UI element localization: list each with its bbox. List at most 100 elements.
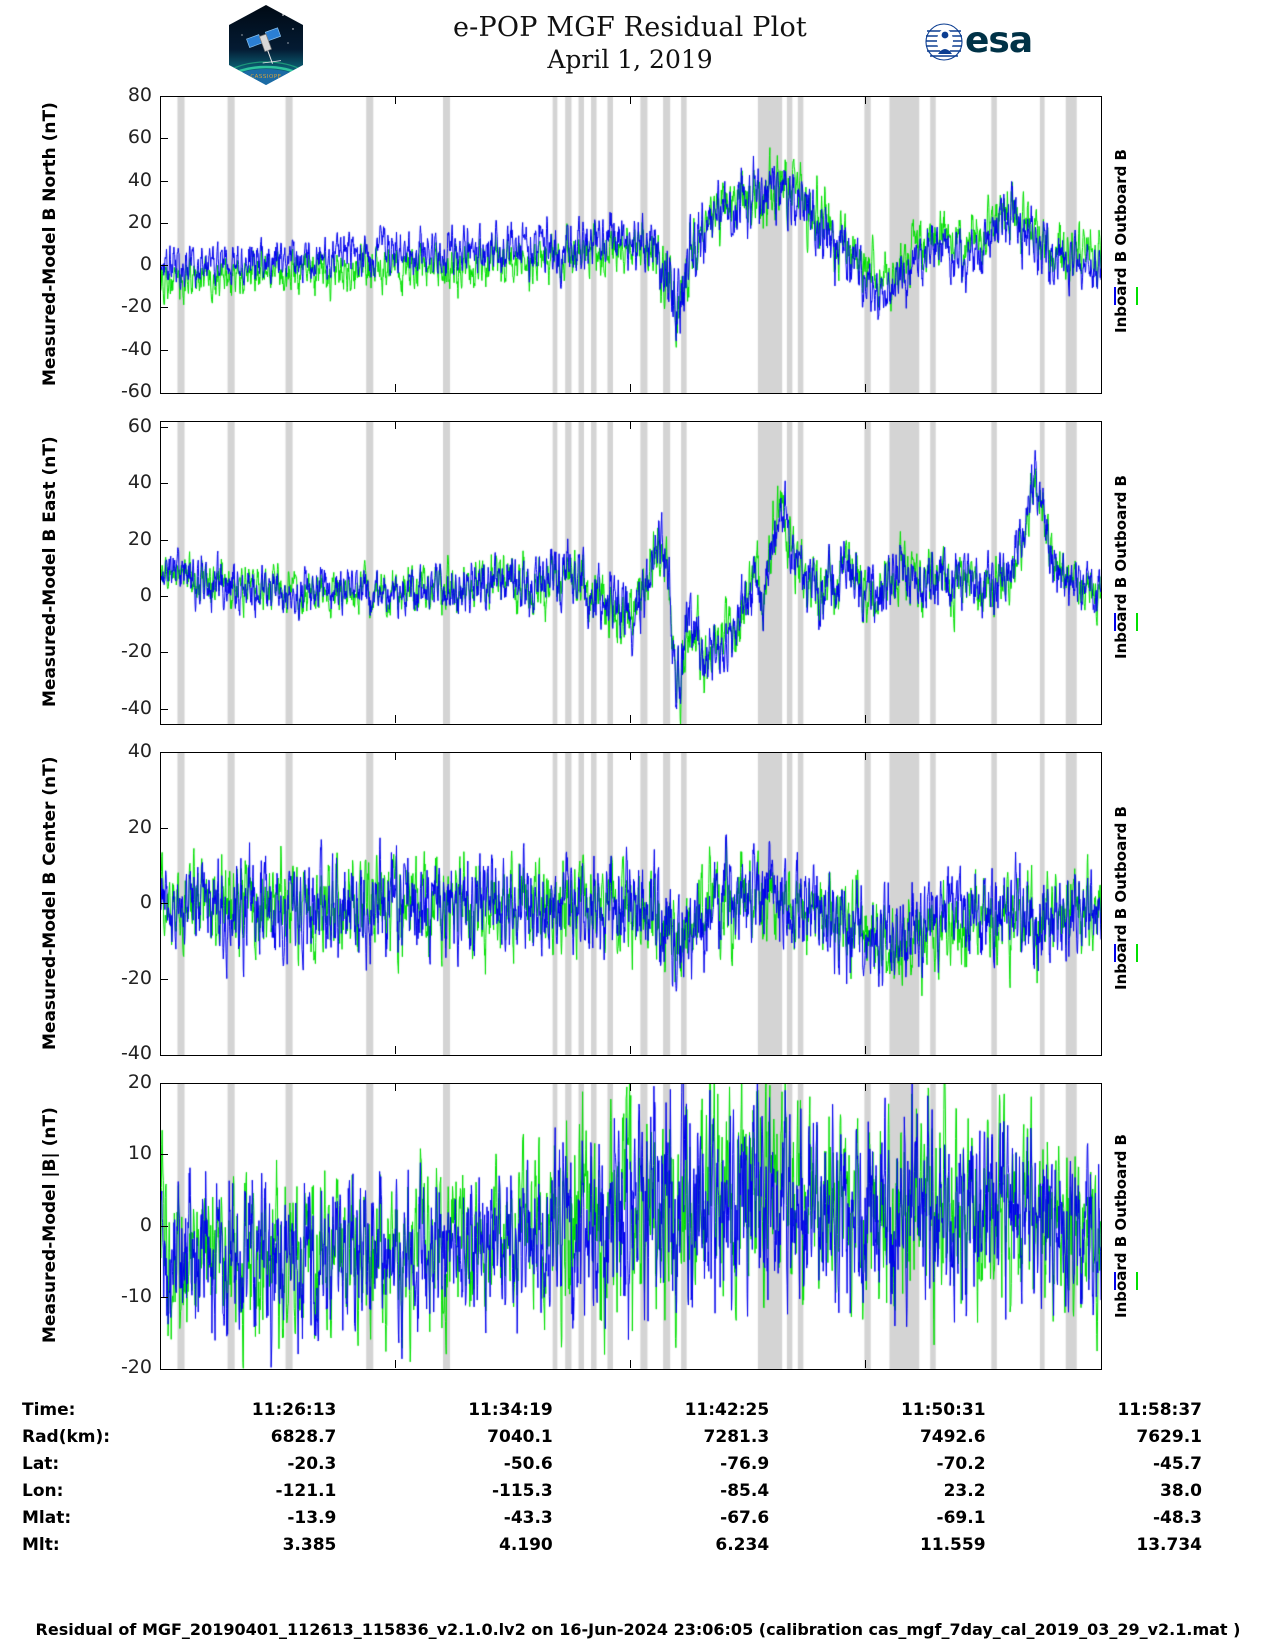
x-tick-mark	[630, 384, 631, 392]
page-header: CASSIOPE e-POP MGF Residual Plot April 1…	[0, 0, 1275, 92]
x-tick-mark-top	[395, 96, 396, 104]
y-tick-label: 0	[139, 253, 152, 276]
y-tick-mark	[160, 903, 168, 904]
x-tick-mark	[395, 1360, 396, 1368]
x-tick-mark	[630, 1046, 631, 1054]
row-label: Time:	[22, 1399, 76, 1420]
y-tick-label: -40	[120, 696, 152, 719]
y-tick-label: 20	[127, 210, 152, 233]
y-axis-label-line1: Measured-Model	[40, 884, 60, 1050]
x-tick-mark	[395, 384, 396, 392]
y-tick-label: 20	[127, 1071, 152, 1093]
table-cell: 13.734	[1136, 1534, 1202, 1555]
x-tick-mark-top	[865, 752, 866, 760]
y-tick-mark	[160, 979, 168, 980]
legend-b-magnitude: Inboard B Outboard B	[1112, 1134, 1130, 1318]
y-axis-label-line2: B North (nT)	[40, 102, 60, 221]
title-subtitle-text: April 1, 2019	[547, 45, 713, 74]
table-row: Lat: -20.3 -50.6 -76.9 -70.2 -45.7	[22, 1450, 1202, 1477]
y-tick-label: 80	[127, 84, 152, 106]
table-cell: -70.2	[936, 1453, 986, 1474]
table-cell: -121.1	[275, 1480, 337, 1501]
panel-b-magnitude: Measured-Model |B| (nT) 20 10 0 -10 -20 Inboar…	[0, 1071, 1275, 1378]
y-axis-label-b-east: Measured-Model B East (nT)	[40, 421, 60, 723]
legend-label-outboard: Outboard B	[1112, 1134, 1130, 1231]
table-cell: -45.7	[1153, 1453, 1202, 1474]
y-tick-mark	[160, 138, 168, 139]
y-axis-label-line1: Measured-Model	[40, 220, 60, 386]
esa-wordmark-text: esa	[965, 20, 1033, 61]
table-cell: 3.385	[282, 1534, 337, 1555]
x-tick-mark	[865, 715, 866, 723]
y-tick-label: -40	[120, 337, 152, 360]
x-tick-mark	[395, 1046, 396, 1054]
y-tick-mark	[160, 427, 168, 428]
y-tick-mark	[160, 265, 168, 266]
x-tick-mark-top	[865, 96, 866, 104]
y-tick-mark	[160, 596, 168, 597]
table-cell: -50.6	[503, 1453, 553, 1474]
table-cell: 23.2	[943, 1480, 986, 1501]
svg-text:CASSIOPE: CASSIOPE	[250, 74, 281, 80]
y-axis-label-line1: Measured-Model	[40, 1178, 60, 1344]
table-cell: 7629.1	[1136, 1426, 1202, 1447]
table-cell: -13.9	[287, 1507, 337, 1528]
cassiope-epop-mission-patch-icon: CASSIOPE	[225, 3, 307, 87]
table-cell: 6828.7	[270, 1426, 337, 1447]
series-canvas-b-magnitude	[161, 1084, 1101, 1369]
plot-area-b-north	[160, 96, 1102, 394]
y-axis-label-b-magnitude: Measured-Model |B| (nT)	[40, 1083, 60, 1368]
x-tick-mark-top	[630, 421, 631, 429]
y-tick-mark	[160, 1226, 168, 1227]
table-cell: 11:50:31	[900, 1399, 986, 1420]
table-row: Mlt: 3.385 4.190 6.234 11.559 13.734	[22, 1531, 1202, 1558]
y-tick-label: 40	[127, 168, 152, 191]
panel-b-north: Measured-Model B North (nT) 80 60 40 20 0 -20 -…	[0, 84, 1275, 402]
x-tick-mark-top	[395, 752, 396, 760]
table-cell: 11:34:19	[468, 1399, 553, 1420]
legend-swatch-inboard	[1114, 1272, 1116, 1291]
x-tick-mark-top	[395, 1083, 396, 1091]
table-cell: 38.0	[1160, 1480, 1202, 1501]
legend-swatch-outboard	[1136, 1272, 1138, 1291]
table-cell: 7492.6	[919, 1426, 986, 1447]
ephemeris-table: Time: 11:26:13 11:34:19 11:42:25 11:50:31 11:…	[22, 1396, 1202, 1558]
row-label: Lon:	[22, 1480, 64, 1501]
plot-area-b-east	[160, 421, 1102, 725]
esa-logo-icon: esa	[925, 20, 1045, 66]
table-row: Rad(km): 6828.7 7040.1 7281.3 7492.6 7629.1	[22, 1423, 1202, 1450]
y-tick-label: 40	[127, 740, 152, 762]
y-axis-label-b-center: Measured-Model B Center (nT)	[40, 752, 60, 1054]
y-tick-label: 20	[127, 815, 152, 838]
legend-b-center: Inboard B Outboard B	[1112, 806, 1130, 990]
row-label: Rad(km):	[22, 1426, 111, 1447]
y-tick-label: -20	[120, 1356, 152, 1378]
y-axis-label-line1: Measured-Model	[40, 542, 60, 708]
y-tick-label: 60	[127, 126, 152, 149]
y-tick-label: -10	[120, 1284, 152, 1307]
table-cell: 11.559	[919, 1534, 986, 1555]
y-axis-label-line2: B East (nT)	[40, 436, 60, 543]
y-tick-label: -40	[120, 1042, 152, 1064]
table-cell: 4.190	[498, 1534, 553, 1555]
legend-swatch-inboard	[1114, 287, 1116, 306]
table-row: Time: 11:26:13 11:34:19 11:42:25 11:50:31 11:…	[22, 1396, 1202, 1423]
table-cell: -43.3	[503, 1507, 553, 1528]
table-cell: -69.1	[936, 1507, 986, 1528]
title-main-text: e-POP MGF Residual Plot	[453, 12, 807, 43]
legend-swatch-inboard	[1114, 944, 1116, 963]
page-title: e-POP MGF Residual Plot April 1, 2019	[380, 12, 880, 76]
legend-swatch-outboard	[1136, 613, 1138, 632]
plot-area-b-magnitude	[160, 1083, 1102, 1370]
y-axis-label-line2: |B| (nT)	[40, 1107, 60, 1179]
table-cell: -85.4	[720, 1480, 770, 1501]
x-tick-mark-top	[630, 752, 631, 760]
y-tick-mark	[160, 540, 168, 541]
series-canvas-b-north	[161, 97, 1101, 393]
y-tick-label: -20	[120, 295, 152, 318]
y-tick-mark	[160, 307, 168, 308]
y-tick-mark	[160, 1154, 168, 1155]
x-tick-mark	[630, 1360, 631, 1368]
table-cell: -115.3	[491, 1480, 553, 1501]
x-tick-mark	[865, 1046, 866, 1054]
